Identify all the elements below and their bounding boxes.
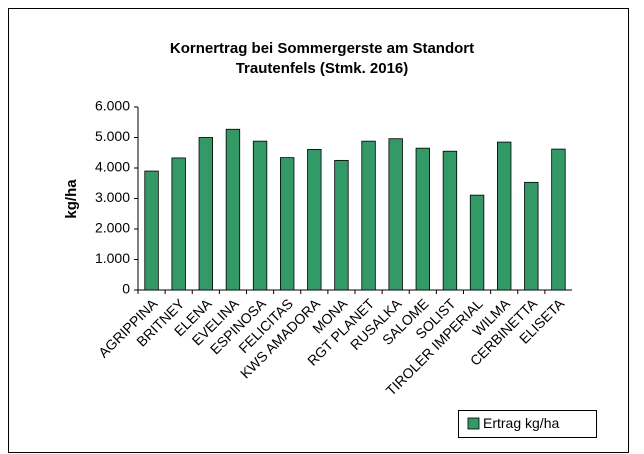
y-tick-label: 5.000 <box>95 128 130 144</box>
y-tick-label: 2.000 <box>95 220 130 236</box>
y-tick-label: 4.000 <box>95 159 130 175</box>
legend-label: Ertrag kg/ha <box>483 415 559 431</box>
y-axis-label: kg/ha <box>63 179 80 219</box>
bar <box>225 128 241 291</box>
legend-swatch <box>467 417 480 430</box>
chart-title: Trautenfels (Stmk. 2016) <box>236 60 409 77</box>
y-tick-label: 1.000 <box>95 250 130 266</box>
bar <box>198 137 213 291</box>
bar <box>252 140 268 291</box>
bar <box>361 140 376 291</box>
bar <box>171 157 186 291</box>
legend-box <box>458 410 597 438</box>
y-tick-label: 0 <box>122 281 130 297</box>
bar <box>551 148 566 291</box>
y-tick-label: 6.000 <box>95 98 130 114</box>
bar <box>442 150 458 291</box>
bar <box>497 141 512 291</box>
y-tick-label: 3.000 <box>95 189 130 205</box>
bar <box>307 148 322 291</box>
bar <box>469 194 485 291</box>
bar <box>280 157 295 291</box>
bar <box>144 170 159 291</box>
bar <box>524 181 539 291</box>
chart-title: Kornertrag bei Sommergerste am Standort <box>170 40 474 57</box>
bar <box>415 147 430 291</box>
bar <box>334 159 349 291</box>
bar <box>388 138 403 291</box>
